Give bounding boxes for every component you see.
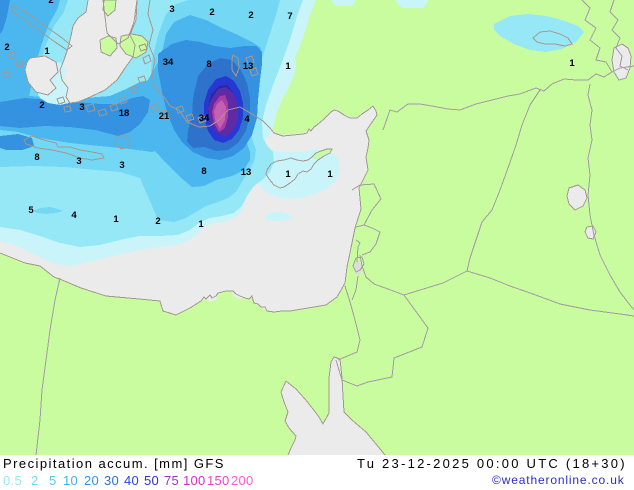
svg-text:13: 13 xyxy=(243,61,254,72)
svg-text:2: 2 xyxy=(248,10,253,21)
svg-text:2: 2 xyxy=(155,216,160,227)
svg-text:21: 21 xyxy=(159,111,170,122)
svg-text:2: 2 xyxy=(209,7,214,18)
svg-text:2: 2 xyxy=(48,0,53,6)
svg-text:2: 2 xyxy=(39,100,44,111)
svg-text:8: 8 xyxy=(201,166,206,177)
svg-text:8: 8 xyxy=(206,59,211,70)
svg-text:18: 18 xyxy=(119,108,130,119)
svg-text:1: 1 xyxy=(327,169,333,180)
svg-text:7: 7 xyxy=(287,11,292,22)
svg-text:1: 1 xyxy=(198,219,204,230)
svg-text:1: 1 xyxy=(44,46,50,57)
svg-text:3: 3 xyxy=(76,156,81,167)
svg-text:4: 4 xyxy=(71,210,77,221)
svg-text:3: 3 xyxy=(169,4,174,15)
svg-text:3: 3 xyxy=(119,160,124,171)
svg-text:34: 34 xyxy=(199,113,210,124)
svg-text:1: 1 xyxy=(285,61,291,72)
svg-text:2: 2 xyxy=(4,42,9,53)
svg-text:5: 5 xyxy=(28,205,34,216)
svg-text:1: 1 xyxy=(113,214,119,225)
svg-text:1: 1 xyxy=(569,58,575,69)
svg-text:13: 13 xyxy=(241,167,252,178)
svg-text:8: 8 xyxy=(34,152,39,163)
svg-text:3: 3 xyxy=(79,102,84,113)
svg-text:4: 4 xyxy=(244,114,250,125)
svg-text:34: 34 xyxy=(163,57,174,68)
svg-text:1: 1 xyxy=(285,169,291,180)
